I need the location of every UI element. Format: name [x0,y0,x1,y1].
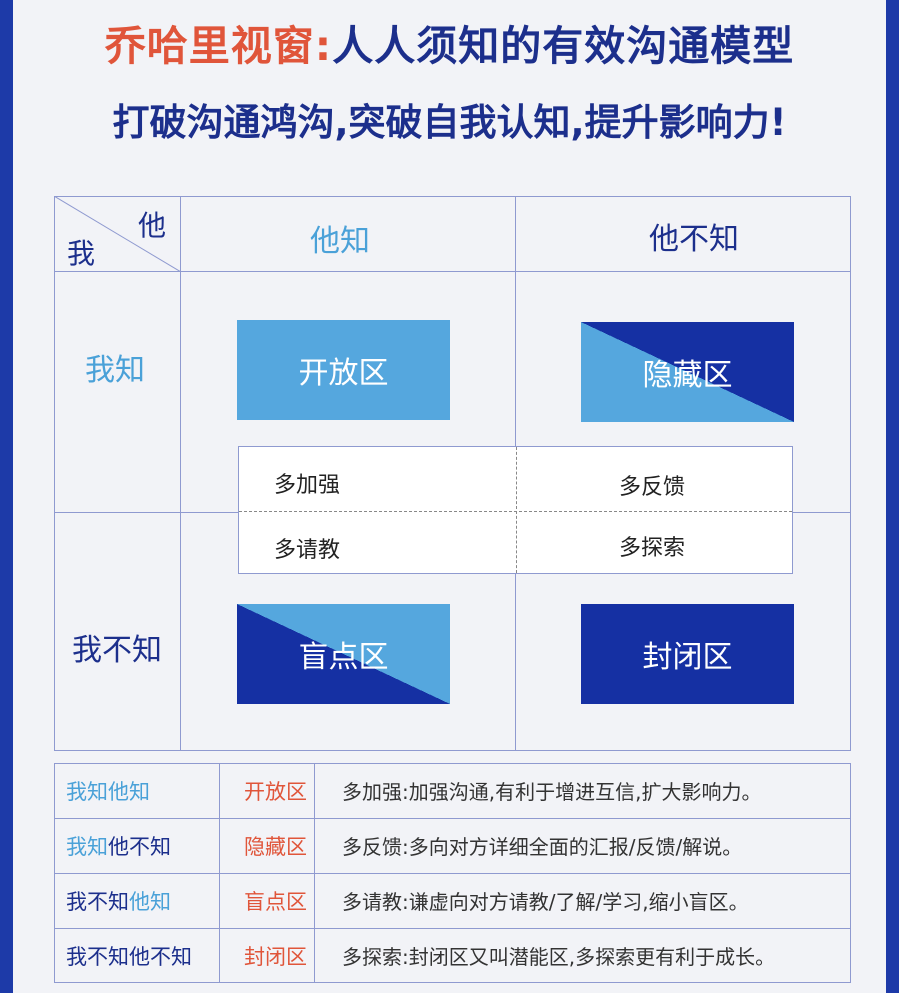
legend-zone: 盲点区 [244,889,307,914]
zone-closed-label: 封闭区 [642,640,733,675]
legend-row-hidden: 我知 他不知 隐藏区 多反馈:多向对方详细全面的汇报/反馈/解说。 [54,818,851,873]
legend-zone: 封闭区 [244,944,307,969]
legend-zone: 隐藏区 [244,834,307,859]
tip-divider-v [516,447,517,573]
legend-condition: 我不知 他不知 [66,944,192,969]
legend-desc: 多加强:加强沟通,有利于增进互信,扩大影响力。 [342,780,762,804]
legend-row-blind: 我不知 他知 盲点区 多请教:谦虚向对方请教/了解/学习,缩小盲区。 [54,873,851,928]
zone-blind: 盲点区 [237,604,450,704]
row-header-i-know: 我知 [85,353,145,388]
title-rest: 人人须知的有效沟通模型 [332,22,795,70]
tip-consult: 多请教 [274,538,341,563]
corner-label-me: 我 [67,237,96,270]
legend-zone: 开放区 [244,779,307,804]
subtitle: 打破沟通鸿沟,突破自我认知,提升影响力! [112,101,787,144]
zone-blind-label: 盲点区 [298,640,389,675]
row-header-i-unknown: 我不知 [72,633,162,668]
legend-condition: 我知 他不知 [66,834,171,859]
main-title: 乔哈里视窗:人人须知的有效沟通模型 [13,12,886,72]
tip-divider-h [239,511,792,512]
corner-diagonal [54,196,181,272]
col-header-other-unknown: 他不知 [649,222,739,257]
title-highlight: 乔哈里视窗: [104,22,333,70]
zone-open-label: 开放区 [298,356,389,391]
legend-row-closed: 我不知 他不知 封闭区 多探索:封闭区又叫潜能区,多探索更有利于成长。 [54,928,851,983]
zone-closed: 封闭区 [581,604,794,704]
zone-open: 开放区 [237,320,450,420]
legend-desc: 多请教:谦虚向对方请教/了解/学习,缩小盲区。 [342,890,749,914]
tip-explore: 多探索 [619,536,686,561]
zone-hidden: 隐藏区 [581,322,794,422]
tip-feedback: 多反馈 [619,475,686,500]
corner-label-other: 他 [138,209,167,242]
zone-hidden-label: 隐藏区 [642,358,733,393]
legend-desc: 多反馈:多向对方详细全面的汇报/反馈/解说。 [342,835,743,859]
tip-strengthen: 多加强 [274,473,341,498]
legend-condition: 我不知 他知 [66,889,171,914]
legend-table: 我知 他知 开放区 多加强:加强沟通,有利于增进互信,扩大影响力。 我知 他不知 隐… [54,763,851,983]
tip-box: 多加强 多反馈 多请教 多探索 [238,446,793,574]
legend-condition: 我知 他知 [66,779,150,804]
content-panel: 乔哈里视窗:人人须知的有效沟通模型 打破沟通鸿沟,突破自我认知,提升影响力! 他… [13,0,886,993]
col-header-other-knows: 他知 [310,224,370,259]
legend-desc: 多探索:封闭区又叫潜能区,多探索更有利于成长。 [342,945,776,969]
legend-row-open: 我知 他知 开放区 多加强:加强沟通,有利于增进互信,扩大影响力。 [54,763,851,818]
